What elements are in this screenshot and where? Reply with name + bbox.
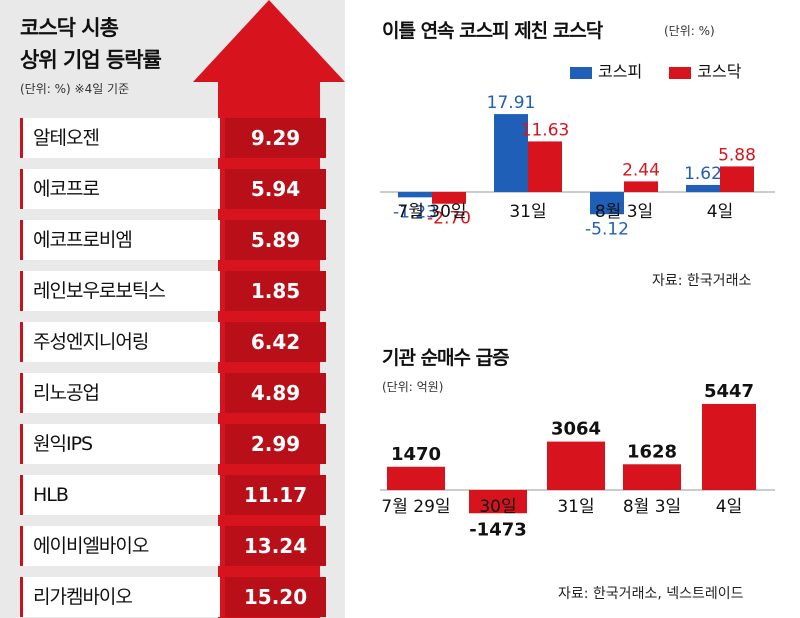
chart1-bar (494, 114, 528, 192)
ranking-row: 주성엔지니어링 6.42 (20, 322, 326, 362)
ranking-row: 리노공업 4.89 (20, 373, 326, 413)
chart1-data-label: -2.70 (427, 209, 471, 229)
change-rate: 5.94 (225, 169, 326, 209)
chart1-data-label: -1.23 (393, 202, 437, 222)
panel-unit: (단위: %) ※4일 기준 (20, 82, 130, 96)
ranking-row: 에코프로 5.94 (20, 169, 326, 209)
ranking-row: 에코프로비엠 5.89 (20, 220, 326, 260)
panel-title-line1: 코스닥 시총 (20, 16, 119, 40)
change-rate: 5.89 (225, 220, 326, 260)
change-rate: 9.29 (225, 118, 326, 158)
change-rate: 15.20 (225, 577, 326, 617)
chart1-bar (720, 166, 754, 192)
chart2-bar (387, 466, 445, 490)
change-rate: 4.89 (225, 373, 326, 413)
company-name: 에이비엘바이오 (20, 526, 220, 566)
chart1-category-label: 31일 (509, 202, 546, 222)
legend-label-kosdaq: 코스닥 (697, 62, 742, 81)
chart2-data-label: 1470 (391, 444, 441, 465)
change-rate: 2.99 (225, 424, 326, 464)
chart1-data-label: 5.88 (718, 145, 756, 165)
chart2-category-label: 30일 (479, 497, 516, 517)
chart1-unit: (단위: %) (664, 24, 715, 38)
chart1-source: 자료: 한국거래소 (652, 273, 752, 289)
change-rate: 13.24 (225, 526, 326, 566)
change-rate: 11.17 (225, 475, 326, 515)
legend-label-kospi: 코스피 (598, 62, 643, 81)
chart1-data-label: 17.91 (487, 93, 536, 113)
chart2-bar (702, 403, 756, 490)
change-rate: 1.85 (225, 271, 326, 311)
change-rate: 6.42 (225, 322, 326, 362)
chart2-data-label: 1628 (627, 441, 677, 462)
chart2-data-label: -1473 (469, 519, 527, 540)
ranking-row: HLB 11.17 (20, 475, 326, 515)
chart1-category-label: 8월 3일 (595, 202, 653, 222)
panel-title-line2: 상위 기업 등락률 (20, 48, 162, 72)
chart1-data-label: 2.44 (622, 160, 660, 180)
ranking-row: 에이비엘바이오 13.24 (20, 526, 326, 566)
chart1-legend: 코스피 코스닥 (570, 58, 741, 82)
chart2-source: 자료: 한국거래소, 넥스트레이드 (558, 586, 744, 602)
chart2-category-label: 8월 3일 (623, 497, 681, 517)
chart2-bar (623, 464, 681, 490)
company-name: 에코프로비엠 (20, 220, 220, 260)
company-name: 에코프로 (20, 169, 220, 209)
ranking-row: 원익IPS 2.99 (20, 424, 326, 464)
chart1-data-label: 1.62 (684, 164, 722, 184)
company-name: 레인보우로보틱스 (20, 271, 220, 311)
company-name: HLB (20, 475, 220, 515)
chart1-bar (624, 181, 658, 192)
ranking-row: 레인보우로보틱스 1.85 (20, 271, 326, 311)
chart2-category-label: 7월 29일 (381, 497, 450, 517)
legend-swatch-kospi (570, 66, 592, 79)
chart2-category-label: 4일 (716, 497, 742, 517)
chart2-title: 기관 순매수 급증 (382, 347, 510, 369)
chart1-data-label: 11.63 (521, 120, 570, 140)
company-name: 리가켐바이오 (20, 577, 220, 617)
chart1-bar (686, 184, 720, 192)
company-name: 원익IPS (20, 424, 220, 464)
company-name: 알테오젠 (20, 118, 220, 158)
chart1-bar (398, 192, 432, 198)
ranking-row: 리가켐바이오 15.20 (20, 577, 326, 617)
legend-swatch-kosdaq (669, 66, 692, 79)
chart2-bar (469, 490, 527, 514)
chart1-bar (432, 192, 466, 204)
chart1-title: 이틀 연속 코스피 제친 코스닥 (382, 20, 603, 42)
chart1-bar (590, 192, 624, 215)
chart2-data-label: 5447 (704, 381, 754, 402)
company-name: 주성엔지니어링 (20, 322, 220, 362)
chart2-data-label: 3064 (551, 419, 601, 440)
chart2-bar (547, 441, 605, 490)
chart1-category-label: 4일 (707, 202, 733, 222)
ranking-panel: 코스닥 시총 상위 기업 등락률 (단위: %) ※4일 기준 알테오젠 9.29… (0, 0, 345, 618)
company-name: 리노공업 (20, 373, 220, 413)
chart1-data-label: -5.12 (585, 219, 629, 239)
chart1-bar (528, 141, 562, 192)
ranking-row: 알테오젠 9.29 (20, 118, 326, 158)
chart2-unit: (단위: 억원) (382, 380, 444, 394)
chart2-category-label: 31일 (557, 497, 594, 517)
chart1-category-label: 7월 30일 (397, 202, 466, 222)
